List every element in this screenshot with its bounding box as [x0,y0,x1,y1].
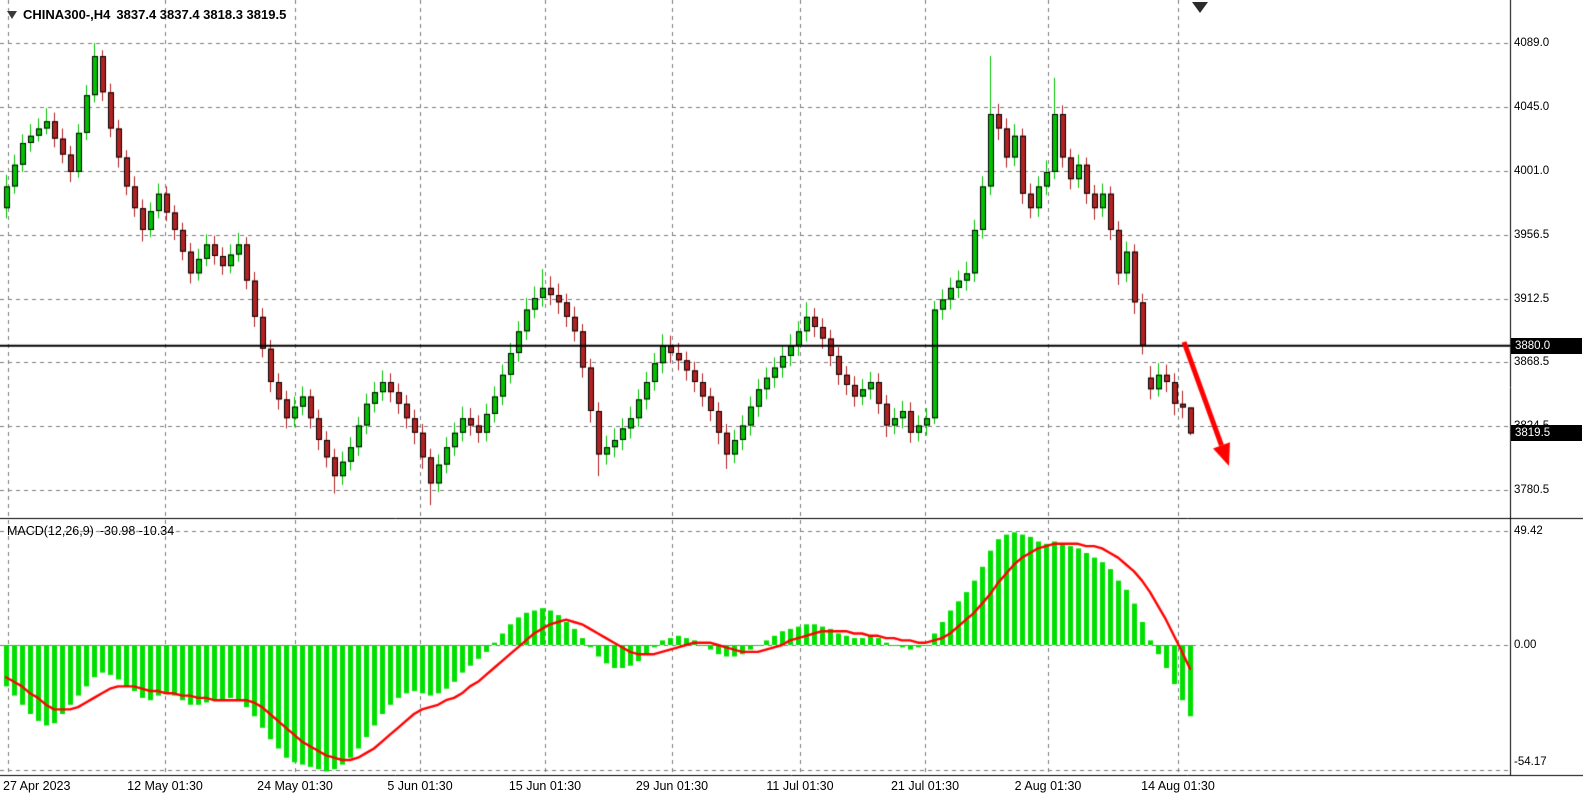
macd-tick-label: -54.17 [1514,756,1547,768]
price-tick-label: 3956.5 [1514,228,1550,241]
symbol-name: CHINA300-,H4 [23,7,111,22]
symbol-dropdown-icon[interactable] [7,10,17,19]
price-tick-label: 4045.0 [1514,100,1550,113]
time-tick-label: 5 Jun 01:30 [387,779,453,793]
price-axis[interactable]: 4089.04045.04001.03956.53912.53868.53824… [1510,0,1583,775]
indicator-label: MACD(12,26,9) -30.98 -10.34 [7,524,180,538]
time-axis[interactable]: 27 Apr 2023 12 May 01:30 24 May 01:30 5 Jun… [0,775,1583,811]
macd-tick-label: 0.00 [1514,639,1537,651]
price-tick-label: 4001.0 [1514,164,1550,177]
price-tag-current-price: 3819.5 [1511,425,1582,442]
indicator-name: MACD(12,26,9) [7,524,94,538]
chart-shift-marker-icon[interactable] [1192,2,1208,13]
time-tick-label: 12 May 01:30 [127,779,203,793]
time-tick-label: 2 Aug 01:30 [1014,779,1082,793]
indicator-values: -30.98 -10.34 [99,524,175,538]
symbol-title: CHINA300-,H4 3837.4 3837.4 3818.3 3819.5 [7,7,286,22]
time-tick-label: 15 Jun 01:30 [508,779,582,793]
macd-tick-label: 49.42 [1514,525,1543,538]
time-tick-label: 29 Jun 01:30 [635,779,709,793]
time-tick-label: 21 Jul 01:30 [890,779,960,793]
price-tick-label: 4089.0 [1514,37,1550,50]
time-tick-label: 14 Aug 01:30 [1141,779,1215,793]
price-tag-level-line: 3880.0 [1511,337,1582,354]
ohlc-readout: 3837.4 3837.4 3818.3 3819.5 [116,7,287,22]
price-tick-label: 3780.5 [1514,483,1550,496]
time-tick-label: 27 Apr 2023 [3,779,71,793]
price-tick-label: 3868.5 [1514,356,1550,369]
time-tick-label: 11 Jul 01:30 [766,779,834,793]
price-tick-label: 3912.5 [1514,292,1550,305]
time-tick-label: 24 May 01:30 [257,779,333,793]
